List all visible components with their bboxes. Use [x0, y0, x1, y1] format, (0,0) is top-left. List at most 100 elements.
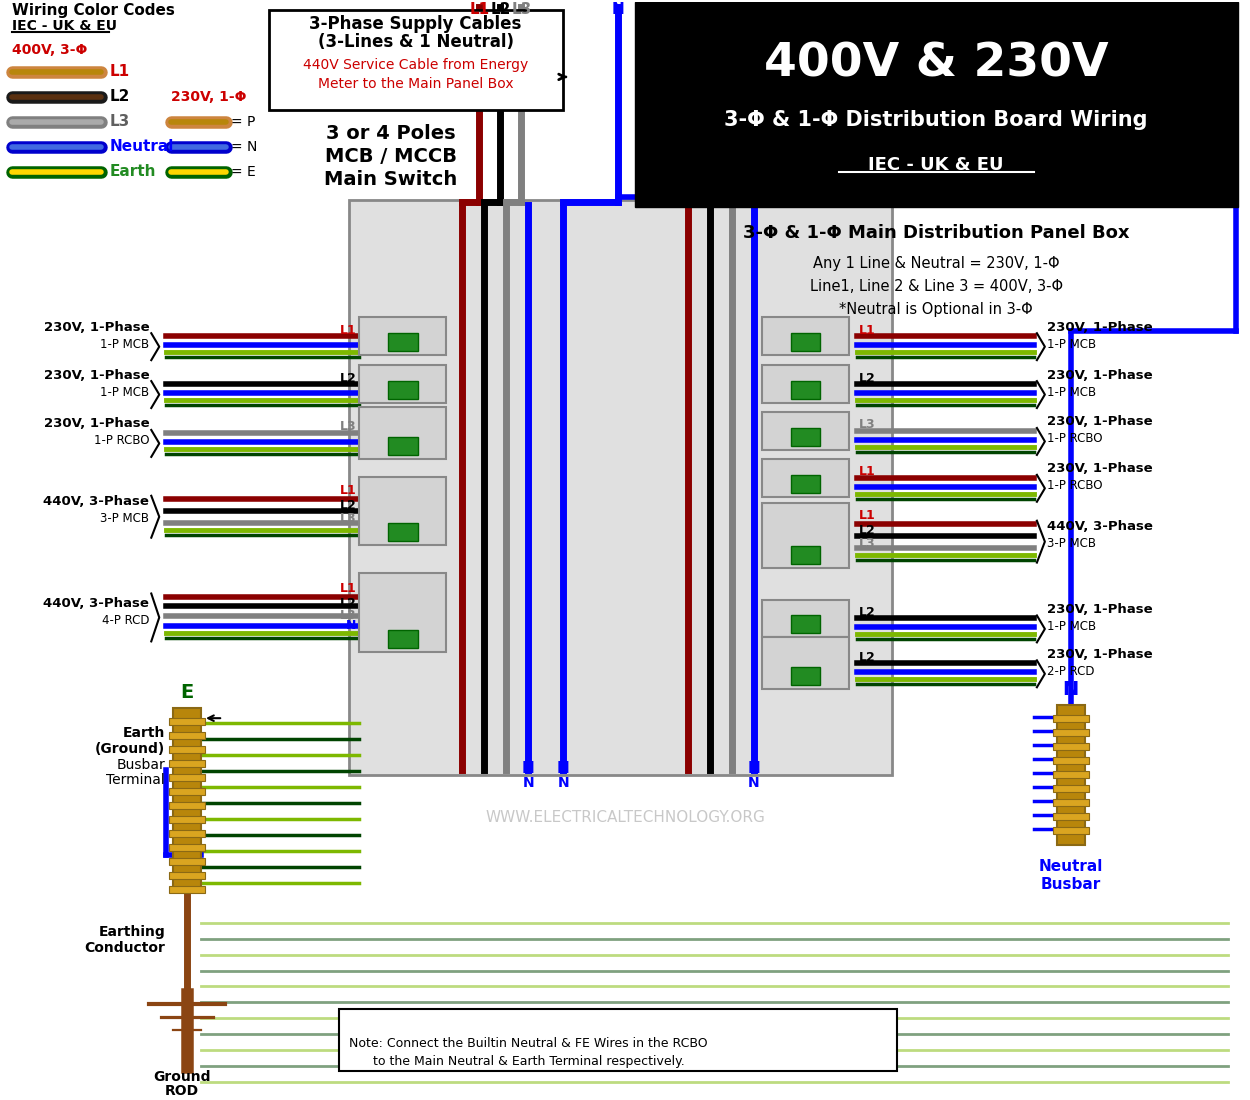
Text: L1: L1 — [340, 582, 356, 595]
Text: Earthing: Earthing — [99, 925, 165, 938]
Text: L2: L2 — [490, 1, 510, 16]
Bar — [169, 802, 205, 808]
Text: 230V, 1-Phase: 230V, 1-Phase — [1046, 603, 1152, 616]
Bar — [388, 381, 418, 399]
Bar — [169, 760, 205, 767]
Text: Busbar: Busbar — [116, 758, 165, 772]
Text: 1-P MCB: 1-P MCB — [100, 386, 149, 398]
Text: L3: L3 — [859, 418, 876, 431]
Text: L1: L1 — [340, 484, 356, 497]
Bar — [1052, 827, 1089, 834]
Bar — [169, 886, 205, 893]
Bar — [761, 503, 850, 568]
Text: L2: L2 — [859, 651, 876, 663]
Text: Conductor: Conductor — [84, 940, 165, 955]
Text: Busbar: Busbar — [1041, 877, 1101, 892]
Bar — [169, 858, 205, 865]
Bar — [761, 365, 850, 403]
Text: 3-Φ & 1-Φ Distribution Board Wiring: 3-Φ & 1-Φ Distribution Board Wiring — [725, 110, 1148, 130]
Bar — [1052, 771, 1089, 778]
Text: L3: L3 — [511, 1, 531, 16]
Text: N: N — [346, 619, 356, 631]
Bar — [269, 10, 564, 110]
Bar — [1052, 729, 1089, 736]
Bar — [761, 459, 850, 497]
Bar — [169, 872, 205, 879]
Text: WWW.ELECTRICALTECHNOLOGY.ORG: WWW.ELECTRICALTECHNOLOGY.ORG — [485, 811, 765, 825]
Bar — [169, 816, 205, 823]
Bar — [388, 437, 418, 455]
Text: L2: L2 — [110, 89, 130, 104]
Text: to the Main Neutral & Earth Terminal respectively.: to the Main Neutral & Earth Terminal res… — [349, 1055, 685, 1068]
Text: 1-P RCBO: 1-P RCBO — [1046, 432, 1102, 446]
Bar — [1052, 785, 1089, 792]
Bar — [1052, 744, 1089, 750]
Text: 1-P MCB: 1-P MCB — [1046, 338, 1096, 351]
Text: 3-Phase Supply Cables: 3-Phase Supply Cables — [310, 15, 521, 33]
Bar — [388, 522, 418, 541]
Text: *Neutral is Optional in 3-Φ: *Neutral is Optional in 3-Φ — [839, 301, 1032, 317]
Text: L1: L1 — [110, 65, 130, 79]
Text: L1: L1 — [340, 323, 356, 337]
Text: 440V Service Cable from Energy: 440V Service Cable from Energy — [302, 58, 529, 72]
Bar — [761, 637, 850, 690]
Bar — [359, 573, 446, 652]
Text: 4-P RCD: 4-P RCD — [101, 614, 149, 627]
Bar — [790, 475, 820, 493]
Bar — [339, 1010, 897, 1071]
Text: L2: L2 — [340, 499, 356, 513]
Text: (Ground): (Ground) — [95, 742, 165, 756]
Text: L2: L2 — [859, 372, 876, 385]
Text: 1-P RCBO: 1-P RCBO — [94, 434, 149, 448]
Text: E: E — [180, 683, 194, 702]
Bar — [790, 381, 820, 399]
Text: Neutral: Neutral — [110, 140, 174, 154]
Text: 440V, 3-Phase: 440V, 3-Phase — [44, 597, 149, 611]
Bar — [388, 630, 418, 648]
Bar — [359, 476, 446, 544]
Text: Main Switch: Main Switch — [324, 170, 458, 189]
Bar — [1052, 715, 1089, 723]
Text: N: N — [611, 1, 625, 16]
Text: N: N — [748, 760, 760, 775]
Text: 3-Φ & 1-Φ Main Distribution Panel Box: 3-Φ & 1-Φ Main Distribution Panel Box — [742, 224, 1130, 242]
Text: N: N — [748, 776, 760, 790]
Text: 400V, 3-Φ: 400V, 3-Φ — [11, 43, 88, 57]
Text: = E: = E — [231, 165, 256, 178]
Bar — [169, 788, 205, 795]
Bar — [635, 2, 1239, 207]
Text: N: N — [522, 760, 535, 775]
Text: Earth: Earth — [122, 726, 165, 740]
Text: 3-P MCB: 3-P MCB — [100, 513, 149, 525]
Text: = P: = P — [231, 114, 255, 129]
Bar — [359, 365, 446, 403]
Bar — [169, 746, 205, 754]
Text: 1-P MCB: 1-P MCB — [1046, 620, 1096, 632]
Text: L3: L3 — [340, 420, 356, 433]
Text: N: N — [558, 776, 569, 790]
Bar — [790, 668, 820, 685]
Text: 440V, 3-Phase: 440V, 3-Phase — [1046, 520, 1152, 534]
Text: L1: L1 — [859, 509, 876, 522]
Text: (3-Lines & 1 Neutral): (3-Lines & 1 Neutral) — [318, 33, 514, 51]
Text: L2: L2 — [859, 525, 876, 537]
Bar — [169, 844, 205, 850]
Text: L3: L3 — [859, 537, 876, 550]
Text: 230V, 1-Phase: 230V, 1-Phase — [44, 368, 149, 382]
Text: 1-P MCB: 1-P MCB — [1046, 386, 1096, 398]
Text: 230V, 1-Phase: 230V, 1-Phase — [44, 418, 149, 430]
Bar — [169, 774, 205, 781]
Bar — [790, 333, 820, 351]
Bar — [1052, 757, 1089, 764]
Text: N: N — [1062, 680, 1079, 698]
Bar — [790, 616, 820, 634]
Text: 230V, 1-Phase: 230V, 1-Phase — [1046, 321, 1152, 333]
Text: 1-P RCBO: 1-P RCBO — [1046, 480, 1102, 493]
Bar — [1052, 813, 1089, 820]
Bar — [174, 708, 201, 892]
Text: L2: L2 — [340, 597, 356, 611]
Text: 2-P RCD: 2-P RCD — [1046, 664, 1094, 678]
Bar — [388, 333, 418, 351]
Text: Wiring Color Codes: Wiring Color Codes — [11, 2, 175, 18]
Text: 230V, 1-Φ: 230V, 1-Φ — [171, 90, 246, 103]
